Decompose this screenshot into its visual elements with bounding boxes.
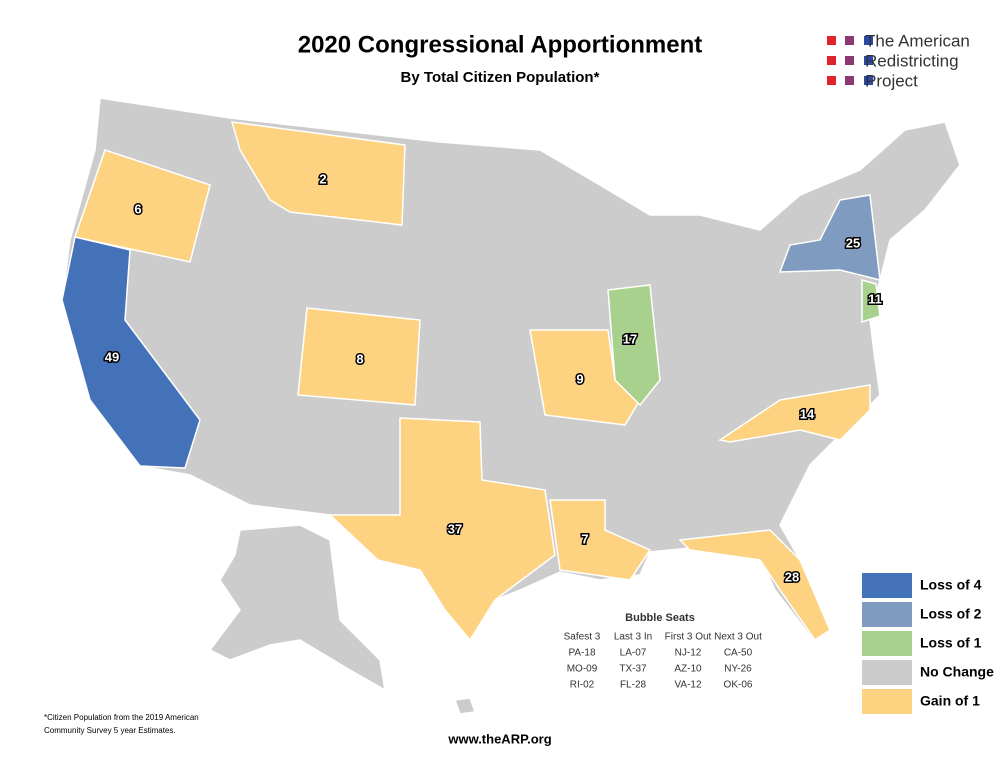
bubble-seat: PA-18	[568, 648, 595, 659]
state	[861, 279, 881, 324]
logo-squares	[827, 36, 873, 85]
legend-label: Gain of 1	[920, 693, 980, 709]
bubble-seats: Bubble Seats Safest 3 PA-18 MO-09 RI-02 Last…	[564, 612, 762, 691]
legend-swatch	[862, 689, 912, 714]
alaska	[208, 524, 386, 692]
legend: Loss of 4 Loss of 2 Loss of 1 No Change Gain…	[862, 573, 994, 714]
bubble-seat: OK-06	[724, 680, 753, 691]
logo-text: Project	[865, 71, 918, 90]
state	[607, 284, 661, 407]
legend-swatch	[862, 573, 912, 598]
seat-count: 28	[785, 569, 799, 584]
seat-count: 25	[846, 235, 860, 250]
seat-count: 7	[581, 531, 588, 546]
seat-count: 11	[868, 291, 882, 306]
bubble-seat: NJ-12	[675, 648, 702, 659]
state	[718, 384, 871, 443]
seat-count: 2	[319, 171, 326, 186]
seat-count: 14	[800, 406, 815, 421]
bubble-seat: TX-37	[619, 664, 647, 675]
state	[61, 236, 201, 469]
seat-count: 8	[356, 351, 363, 366]
state	[778, 194, 881, 281]
bubble-seat: RI-02	[570, 680, 595, 691]
hawaii	[453, 697, 477, 715]
bubble-header: Safest 3	[564, 632, 601, 643]
bubble-header: Next 3 Out	[714, 632, 762, 643]
state	[230, 121, 406, 226]
legend-label: Loss of 1	[920, 635, 982, 651]
legend-label: Loss of 2	[920, 606, 982, 622]
state	[74, 149, 211, 263]
state	[297, 307, 421, 406]
title: 2020 Congressional Apportionment	[298, 31, 703, 58]
seat-count: 9	[576, 371, 583, 386]
bubble-header: Last 3 In	[614, 632, 652, 643]
bubble-seat: MO-09	[567, 664, 598, 675]
bubble-seat: LA-07	[620, 648, 647, 659]
subtitle: By Total Citizen Population*	[401, 69, 600, 86]
seat-count: 37	[448, 521, 462, 536]
bubble-header: First 3 Out	[665, 632, 712, 643]
legend-swatch	[862, 602, 912, 627]
bubble-seat: CA-50	[724, 648, 753, 659]
footnote: Community Survey 5 year Estimates.	[44, 726, 176, 735]
seat-count: 17	[623, 331, 637, 346]
bubble-seat: VA-12	[674, 680, 701, 691]
footnote: *Citizen Population from the 2019 Americ…	[44, 713, 199, 722]
logo-text: The American	[865, 31, 970, 50]
seat-count: 49	[105, 349, 119, 364]
state	[328, 417, 556, 642]
legend-label: No Change	[920, 664, 994, 680]
legend-label: Loss of 4	[920, 577, 982, 593]
bubble-seat: AZ-10	[674, 664, 702, 675]
legend-swatch	[862, 660, 912, 685]
logo-text: Redistricting	[865, 51, 959, 70]
state	[549, 499, 652, 581]
state	[678, 529, 831, 642]
legend-swatch	[862, 631, 912, 656]
bubble-seat: NY-26	[724, 664, 752, 675]
bubble-seat: FL-28	[620, 680, 647, 691]
url: www.theARP.org	[447, 731, 551, 746]
bubble-title: Bubble Seats	[625, 612, 695, 624]
seat-count: 6	[134, 201, 141, 216]
